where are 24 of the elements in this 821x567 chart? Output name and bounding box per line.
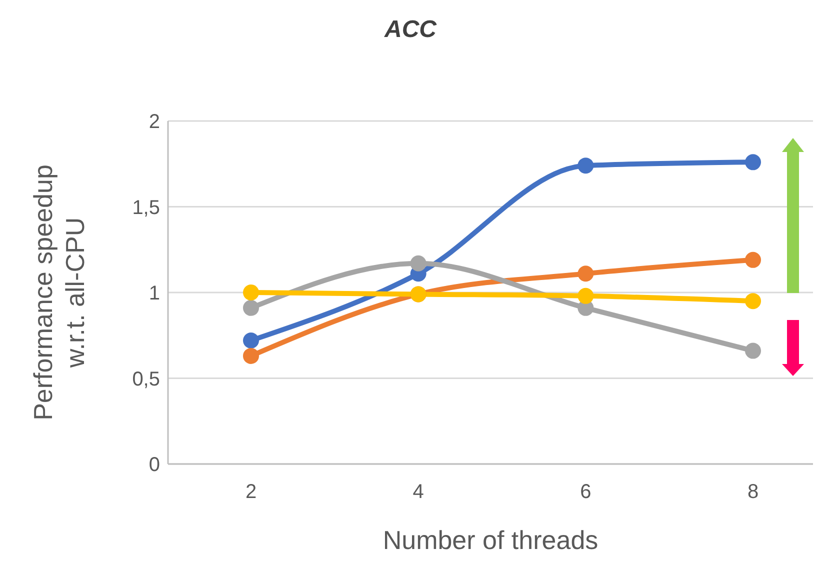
point — [410, 255, 426, 272]
point — [243, 284, 259, 300]
y-tick-label: 2 — [148, 111, 160, 134]
point — [578, 288, 594, 304]
y-tick-label: 0,5 — [132, 368, 160, 390]
point — [578, 266, 594, 282]
point — [745, 342, 761, 359]
chart-title: ACC — [383, 16, 438, 44]
x-tick-label: 8 — [747, 481, 759, 504]
point — [243, 348, 259, 364]
x-axis-title: Number of threads — [382, 525, 598, 555]
y-tick-label: 1 — [148, 282, 160, 305]
point — [243, 300, 259, 316]
point — [578, 158, 594, 174]
x-tick-label: 6 — [580, 481, 592, 504]
x-tick-label: 2 — [245, 481, 257, 504]
y-tick-label: 0 — [148, 454, 160, 476]
point — [745, 154, 761, 170]
point — [243, 332, 259, 349]
y-tick-label: 1,5 — [132, 196, 160, 219]
x-tick-label: 4 — [412, 481, 424, 504]
point — [745, 252, 761, 268]
point — [745, 293, 761, 310]
y-axis-title: Performance speedup w.r.t. all-CPU — [28, 164, 90, 420]
